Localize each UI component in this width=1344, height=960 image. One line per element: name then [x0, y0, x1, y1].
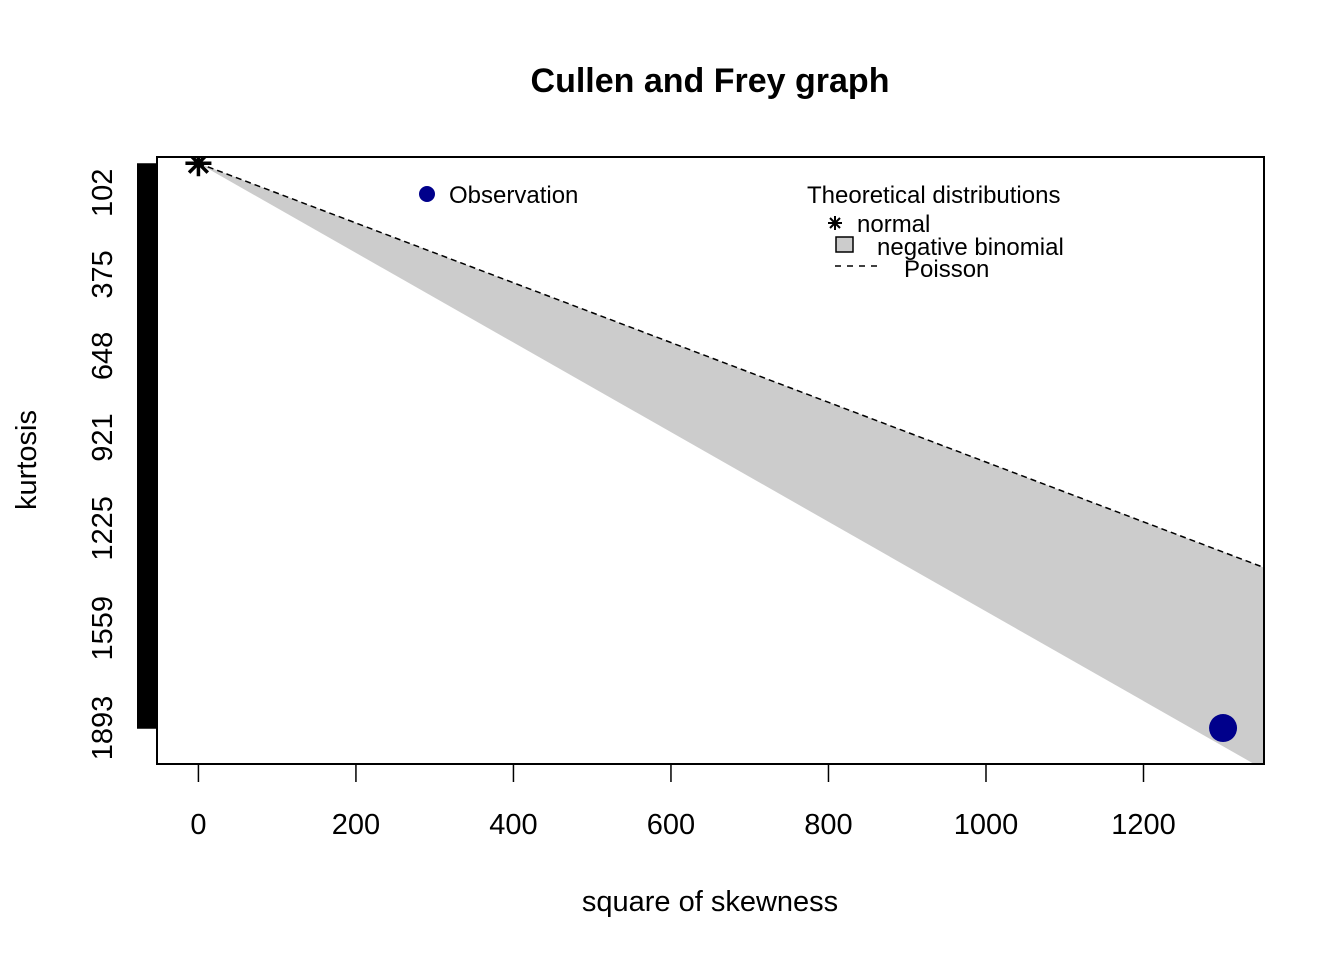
theoretical-legend: Theoretical distributions normal negativ…: [807, 182, 1064, 283]
y-axis-label: kurtosis: [11, 410, 43, 510]
y-tick-label: 1893: [87, 696, 119, 761]
x-tick-label: 1000: [954, 809, 1019, 841]
normal-point: [185, 157, 212, 177]
x-tick-label: 200: [332, 809, 380, 841]
y-tick-label: 648: [87, 332, 119, 380]
y-axis: 102 375 648 921 1225 1559 1893: [87, 169, 157, 761]
legend-theoretical-title: Theoretical distributions: [807, 182, 1060, 209]
x-axis: 0 200 400 600 800 1000 1200: [190, 763, 1176, 841]
kurtosis-axis-band: [137, 163, 157, 729]
y-tick-label: 1225: [87, 496, 119, 561]
chart-title: Cullen and Frey graph: [531, 62, 890, 100]
legend-negative-binomial-label: negative binomial: [877, 234, 1064, 261]
observation-legend: Observation: [419, 182, 578, 209]
legend-observation-label: Observation: [449, 182, 578, 209]
plot-area: [185, 157, 1264, 764]
legend-normal-label: normal: [857, 211, 930, 238]
negative-binomial-region: [198, 163, 1264, 764]
x-tick-label: 1200: [1111, 809, 1176, 841]
observation-point: [1209, 714, 1238, 743]
x-tick-label: 400: [489, 809, 537, 841]
x-axis-label: square of skewness: [582, 886, 838, 918]
legend-observation-marker: [419, 186, 435, 202]
x-tick-label: 0: [190, 809, 206, 841]
x-tick-label: 800: [804, 809, 852, 841]
x-tick-label: 600: [647, 809, 695, 841]
y-tick-label: 102: [87, 169, 119, 217]
legend-normal-marker: [828, 216, 842, 230]
y-tick-label: 921: [87, 413, 119, 461]
y-tick-label: 375: [87, 250, 119, 298]
legend-negative-binomial-swatch: [835, 236, 854, 253]
y-tick-label: 1559: [87, 596, 119, 661]
legend-poisson-label: Poisson: [904, 256, 989, 283]
